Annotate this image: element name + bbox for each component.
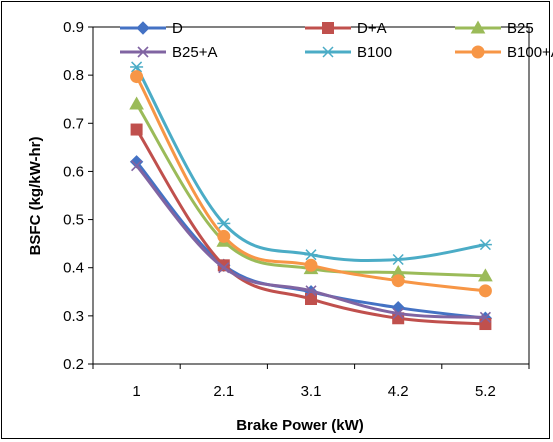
y-tick-label: 0.6 (63, 163, 84, 180)
marker-stroke (479, 311, 491, 323)
data-point (304, 249, 318, 261)
series-line (135, 75, 486, 293)
series-b25-plus-a (131, 160, 491, 323)
y-tick-label: 0.8 (63, 67, 84, 84)
legend-label: D (172, 20, 183, 37)
legend-item: D+A (305, 20, 387, 37)
x-tick-label: 1 (132, 383, 140, 400)
data-point (478, 239, 492, 251)
y-tick-label: 0.5 (63, 212, 84, 229)
legend-item: B25 (455, 20, 534, 37)
y-tick-label: 0.3 (63, 308, 84, 325)
series-b100 (130, 61, 492, 266)
data-point (130, 61, 144, 73)
marker-stroke (392, 307, 404, 320)
series-line (135, 103, 486, 278)
data-point (305, 293, 317, 306)
data-point (305, 285, 317, 297)
marker-stroke (305, 285, 317, 297)
x-tick-label: 3.1 (301, 383, 322, 400)
data-point (217, 229, 231, 243)
data-point (392, 307, 404, 320)
x-tick-label: 4.2 (388, 383, 409, 400)
legend-marker (322, 22, 334, 34)
legend-label: B25+A (172, 44, 217, 61)
legend-marker (321, 46, 335, 58)
data-point (131, 160, 143, 172)
y-tick-label: 0.2 (63, 356, 84, 373)
data-point (218, 262, 230, 274)
marker-stroke (218, 262, 230, 274)
legend-marker (470, 20, 486, 34)
marker-stroke (131, 160, 143, 172)
y-axis-title: BSFC (kg/kW-hr) (27, 137, 44, 256)
y-tick-label: 0.9 (63, 19, 84, 36)
legend-item: B100 (305, 44, 392, 61)
legend-label: B100+A (507, 44, 553, 61)
series-d-plus-a (130, 123, 492, 331)
x-tick-label: 5.2 (475, 383, 496, 400)
data-point (391, 253, 405, 266)
x-axis-title: Brake Power (kW) (236, 417, 364, 434)
marker-stroke (137, 46, 149, 58)
data-point (479, 318, 492, 331)
legend-label: D+A (357, 20, 387, 37)
data-point (478, 284, 492, 298)
legend-label: B25 (507, 20, 534, 37)
y-tick-label: 0.7 (63, 115, 84, 132)
legend-marker (471, 45, 485, 59)
data-point (479, 311, 491, 323)
data-point (129, 96, 144, 110)
legend-item: B100+A (455, 44, 553, 61)
series-b100-plus-a (130, 70, 492, 298)
series-line (135, 128, 486, 326)
legend-label: B100 (357, 44, 392, 61)
legend-marker (137, 46, 149, 58)
data-point (130, 70, 144, 84)
legend-marker (136, 21, 150, 35)
data-point (391, 274, 405, 288)
data-point (304, 258, 318, 272)
y-tick-label: 0.4 (63, 260, 84, 277)
x-tick-label: 2.1 (213, 383, 234, 400)
series-line (135, 66, 486, 263)
data-point (130, 123, 143, 136)
data-point (217, 217, 231, 229)
legend-item: B25+A (120, 44, 217, 61)
data-point (478, 268, 493, 282)
legend-item: D (120, 20, 183, 37)
